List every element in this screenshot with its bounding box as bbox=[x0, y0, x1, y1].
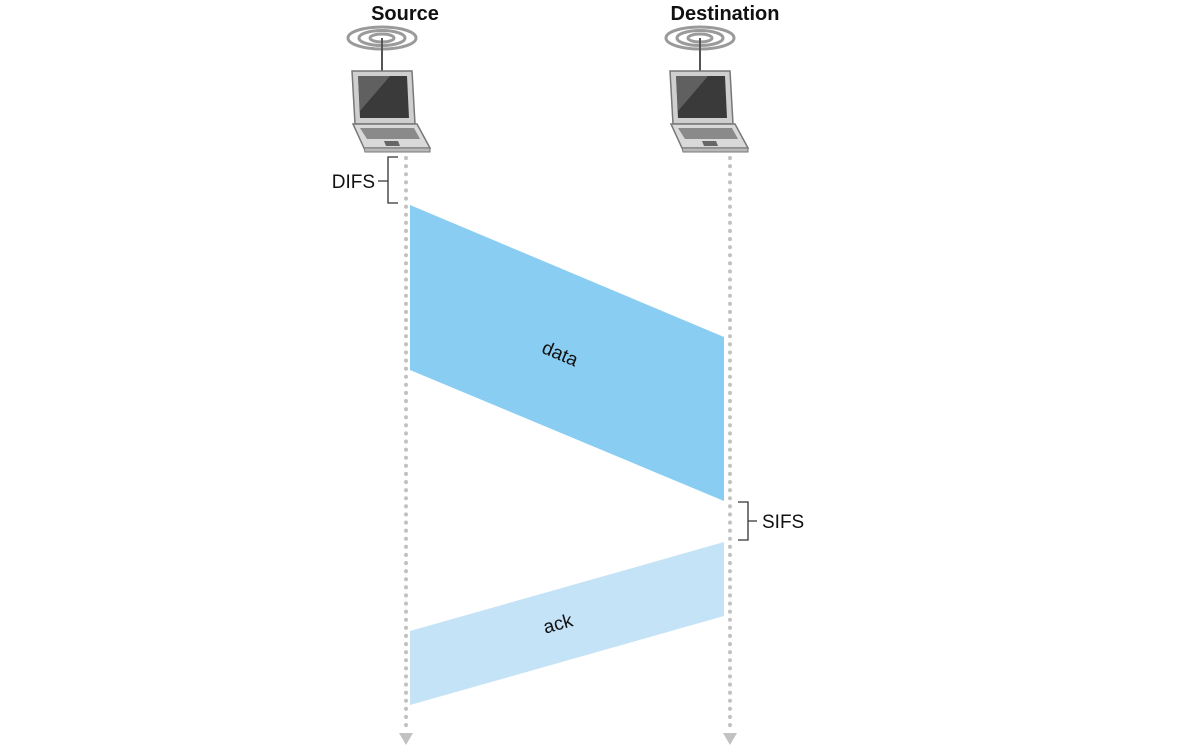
source-time-arrow bbox=[399, 733, 413, 745]
destination-laptop-icon bbox=[664, 25, 750, 154]
source-laptop-icon bbox=[346, 25, 432, 154]
data-frame bbox=[410, 205, 724, 501]
difs-label: DIFS bbox=[332, 172, 375, 193]
sifs-bracket bbox=[738, 501, 757, 541]
source-label: Source bbox=[371, 3, 439, 25]
sifs-label: SIFS bbox=[762, 512, 804, 533]
destination-label: Destination bbox=[671, 3, 780, 25]
destination-time-arrow bbox=[723, 733, 737, 745]
ack-frame bbox=[410, 542, 724, 705]
difs-bracket bbox=[378, 156, 398, 204]
